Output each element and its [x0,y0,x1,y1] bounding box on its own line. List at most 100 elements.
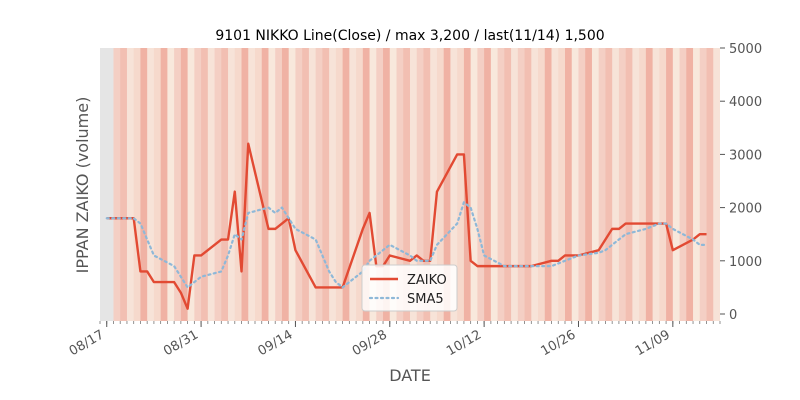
background-band [342,48,350,321]
background-band [261,48,269,321]
y-tick-label: 3000 [729,148,762,163]
background-band [322,48,330,321]
background-band [268,48,276,321]
background-band [369,48,377,321]
legend-label-zaiko: ZAIKO [407,273,447,288]
background-band [396,48,404,321]
background-band [430,48,438,321]
background-bands [113,48,720,321]
background-band [234,48,242,321]
background-band [618,48,627,321]
background-band [416,48,424,321]
background-band [207,48,215,321]
series-layer [105,142,708,310]
y-tick-label: 1000 [729,255,762,270]
background-band [410,48,418,321]
background-band [477,48,485,321]
x-tick-label: 10/12 [444,327,484,359]
background-band [497,48,505,321]
background-band [591,48,600,321]
background-band [113,48,121,321]
background-band [524,48,532,321]
background-band [126,48,135,321]
series-line-sma5 [105,201,708,289]
background-band [511,48,519,321]
background-band [558,48,566,321]
background-band [490,48,499,321]
background-band [531,48,539,321]
x-axis: 08/17 08/31 09/14 09/28 10/12 10/26 11/09 [67,321,721,359]
background-band [571,48,579,321]
background-band [679,48,687,321]
background-band [423,48,431,321]
background-band [443,48,451,321]
legend-label-sma5: SMA5 [407,292,444,307]
background-band [281,48,290,321]
y-tick-label: 2000 [729,202,762,217]
background-band [504,48,512,321]
background-band [308,48,317,321]
background-band [329,48,337,321]
background-band [551,48,559,321]
background-band [517,48,525,321]
background-band [578,48,586,321]
background-band [645,48,654,321]
x-tick-label: 11/09 [633,327,673,359]
background-band [221,48,229,321]
background-band [565,48,573,321]
background-band [295,48,303,321]
background-band [693,48,701,321]
background-band [315,48,323,321]
x-tick-label: 08/31 [161,327,201,359]
background-band [666,48,674,321]
background-band [639,48,647,321]
legend: ZAIKO SMA5 [361,264,458,312]
background-band [356,48,364,321]
background-band [133,48,141,321]
background-band [706,48,714,321]
background-band [544,48,552,321]
background-band [585,48,593,321]
background-band [403,48,411,321]
background-band [538,48,546,321]
legend-box [361,264,458,312]
y-axis-title: IPPAN ZAIKO (volume) [73,97,92,274]
x-tick-label: 10/26 [539,327,579,359]
series-line-zaiko [106,142,707,310]
background-band [699,48,707,321]
y-tick-label: 4000 [729,95,762,110]
background-band [194,48,202,321]
chart-title: 9101 NIKKO Line(Close) / max 3,200 / las… [215,28,604,44]
background-band [389,48,397,321]
x-tick-label: 08/17 [67,327,107,359]
background-band [450,48,458,321]
background-band [713,48,720,321]
background-band [153,48,162,321]
background-band [376,48,384,321]
background-band [120,48,128,321]
background-band [275,48,283,321]
background-band [470,48,478,321]
background-band [288,48,296,321]
background-band [335,48,344,321]
background-band [174,48,182,321]
background-band [612,48,620,321]
x-tick-label: 09/28 [350,327,390,359]
background-band [484,48,492,321]
background-band [180,48,189,321]
background-band [383,48,391,321]
background-band [605,48,613,321]
background-band [140,48,148,321]
background-band [672,48,680,321]
x-tick-label: 09/14 [255,327,295,359]
background-band [362,48,370,321]
background-band [214,48,222,321]
background-band [248,48,256,321]
background-band [598,48,606,321]
background-band [686,48,694,321]
background-band [659,48,667,321]
background-band [167,48,175,321]
background-band [187,48,195,321]
background-band [302,48,310,321]
